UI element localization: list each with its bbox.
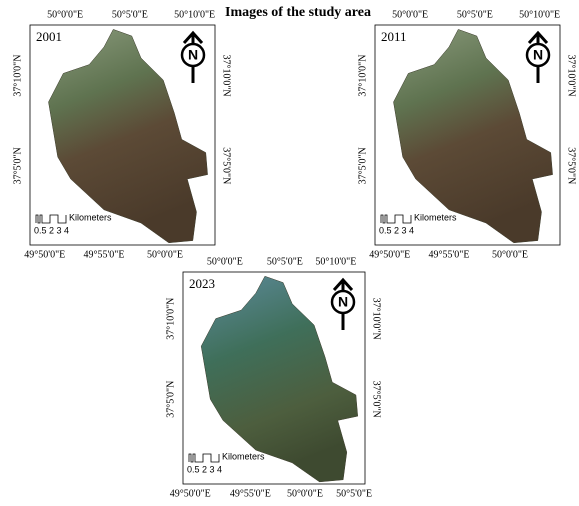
map-panel: 2001 N 50°0'0"E 50°5'0"E 50°10'0"E 49°50'0"E 4…: [12, 9, 231, 260]
map-panel: 2011 N 50°0'0"E 50°5'0"E 50°10'0"E 49°50'0"E 4…: [357, 9, 576, 260]
left-tick-label: 37°10'0"N: [357, 55, 368, 97]
map-panel: 2023 N 50°0'0"E 50°5'0"E 50°10'0"E 49°50'0"E 4…: [165, 256, 381, 499]
figure: Images of the study area 2001 N 50°0'0"E 50…: [0, 0, 579, 506]
year-label: 2001: [36, 29, 62, 44]
bottom-tick-label: 49°55'0"E: [429, 249, 470, 260]
right-tick-label: 37°10'0"N: [566, 55, 577, 97]
right-tick-label: 37°5'0"N: [371, 381, 382, 418]
left-tick-label: 37°5'0"N: [12, 147, 23, 184]
top-tick-label: 50°10'0"E: [174, 9, 215, 20]
north-label: N: [188, 47, 198, 63]
right-tick-label: 37°10'0"N: [371, 298, 382, 340]
bottom-tick-label: 49°50'0"E: [369, 249, 410, 260]
top-tick-label: 50°5'0"E: [112, 9, 148, 20]
scale-unit: Kilometers: [414, 212, 457, 222]
bottom-tick-label: 50°0'0"E: [287, 488, 323, 499]
right-tick-label: 37°10'0"N: [221, 55, 232, 97]
year-label: 2011: [381, 29, 407, 44]
left-tick-label: 37°10'0"N: [165, 298, 176, 340]
scale-numbers: 0.5 2 3 4: [34, 225, 69, 235]
scale-unit: Kilometers: [222, 451, 265, 461]
top-tick-label: 50°5'0"E: [267, 256, 303, 267]
top-tick-label: 50°0'0"E: [207, 256, 243, 267]
top-tick-label: 50°5'0"E: [457, 9, 493, 20]
left-tick-label: 37°5'0"N: [165, 381, 176, 418]
bottom-tick-label: 49°50'0"E: [24, 249, 65, 260]
left-tick-label: 37°5'0"N: [357, 147, 368, 184]
right-tick-label: 37°5'0"N: [221, 147, 232, 184]
scale-unit: Kilometers: [69, 212, 112, 222]
top-tick-label: 50°10'0"E: [315, 256, 356, 267]
north-label: N: [533, 47, 543, 63]
bottom-tick-label: 49°55'0"E: [84, 249, 125, 260]
bottom-tick-label: 49°50'0"E: [170, 488, 211, 499]
scale-numbers: 0.5 2 3 4: [379, 225, 414, 235]
title: Images of the study area: [225, 5, 371, 20]
scale-numbers: 0.5 2 3 4: [187, 464, 222, 474]
bottom-tick-label: 49°55'0"E: [230, 488, 271, 499]
top-tick-label: 50°0'0"E: [47, 9, 83, 20]
bottom-tick-label: 50°0'0"E: [492, 249, 528, 260]
bottom-tick-label: 50°5'0"E: [336, 488, 372, 499]
bottom-tick-label: 50°0'0"E: [147, 249, 183, 260]
north-label: N: [338, 294, 348, 310]
top-tick-label: 50°10'0"E: [519, 9, 560, 20]
top-tick-label: 50°0'0"E: [392, 9, 428, 20]
left-tick-label: 37°10'0"N: [12, 55, 23, 97]
right-tick-label: 37°5'0"N: [566, 147, 577, 184]
year-label: 2023: [189, 276, 215, 291]
